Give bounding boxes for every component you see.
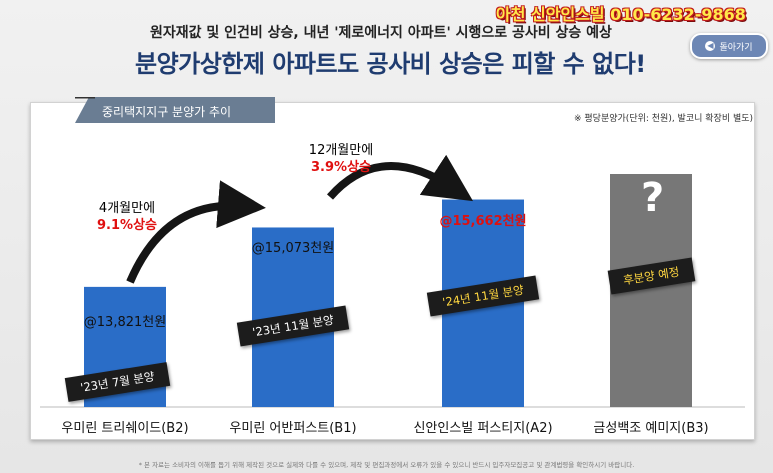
growth-arrow-1 xyxy=(126,180,266,284)
growth-arrow-2 xyxy=(326,154,474,202)
back-button-label: 돌아가기 xyxy=(719,42,753,53)
value-label-3: @15,662천원 xyxy=(439,213,527,229)
annotation-pct: 3.9%상승 xyxy=(311,160,371,175)
headline-title: 분양가상한제 아파트도 공사비 상승은 피할 수 없다! xyxy=(135,50,646,78)
unknown-value-mark: ? xyxy=(641,175,665,221)
category-label-1: 우미린 트리쉐이드(B2) xyxy=(61,421,189,436)
annotation-note-2: 12개월만에 3.9%상승 xyxy=(309,142,373,176)
value-label-1: @13,821천원 xyxy=(83,314,167,330)
category-label-3: 신안인스빌 퍼스티지(A2) xyxy=(413,421,553,436)
category-label-4: 금성백조 예미지(B3) xyxy=(593,421,709,436)
annotation-period: 4개월만에 xyxy=(98,201,156,216)
annotation-period: 12개월만에 xyxy=(308,143,374,158)
annotation-pct: 9.1%상승 xyxy=(97,218,157,233)
arrow-left-icon: ◀ xyxy=(705,41,716,51)
footnote: * 본 자료는 소비자의 이해를 돕기 위해 제작된 것으로 실제와 다를 수 … xyxy=(138,461,635,469)
unit-note: ※ 평당분양가(단위: 천원), 발코니 확장비 별도) xyxy=(574,114,754,124)
headline-subtitle: 원자재값 및 인건비 상승, 내년 '제로에너지 아파트' 시행으로 공사비 상… xyxy=(150,25,612,41)
back-button[interactable]: ◀ 돌아가기 xyxy=(690,33,768,59)
value-label-2: @15,073천원 xyxy=(251,241,335,257)
category-label-2: 우미린 어반퍼스트(B1) xyxy=(229,421,357,436)
panel-tab xyxy=(75,97,275,123)
annotation-note-1: 4개월만에 9.1%상승 xyxy=(97,200,157,234)
watermark-text: 아천 신안인스빌 010-6232-9868 xyxy=(496,5,746,24)
panel-tab-label: 중리택지지구 분양가 추이 xyxy=(102,105,232,119)
